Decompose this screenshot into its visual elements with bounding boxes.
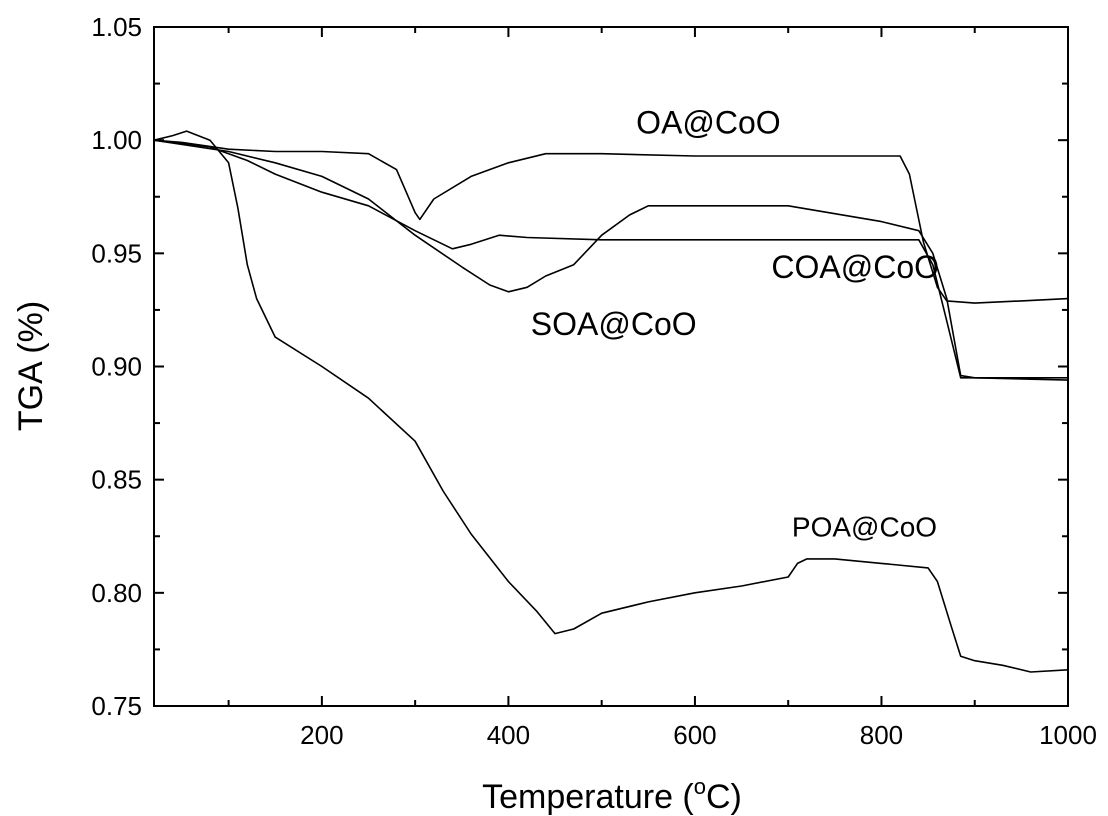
x-axis-title-superscript: o <box>694 774 706 799</box>
tick-labels: 200 400 600 800 1000 0.75 0.80 0.85 0.90 0.95 1.00… <box>91 12 1097 750</box>
y-tick-label: 1.00 <box>91 125 142 155</box>
y-axis-title: TGA (%) <box>12 301 50 431</box>
series-label-coa-at-coo: COA@CoO <box>771 249 939 285</box>
y-tick-label: 0.75 <box>91 691 142 721</box>
y-tick-label: 0.95 <box>91 238 142 268</box>
plot-area <box>153 26 1069 707</box>
series-label-soa-at-coo: SOA@CoO <box>531 306 697 342</box>
series-label-poa-at-coo: POA@CoO <box>792 511 937 542</box>
x-axis-title-unit: C) <box>706 778 742 816</box>
series-line-oa-at-coo <box>153 139 1069 304</box>
axis-ticks <box>154 26 1069 707</box>
y-tick-label: 1.05 <box>91 12 142 42</box>
x-tick-label: 200 <box>300 720 343 750</box>
series-label-oa-at-coo: OA@CoO <box>636 104 781 140</box>
y-tick-label: 0.85 <box>91 465 142 495</box>
series-lines <box>153 130 1069 673</box>
series-line-poa-at-coo <box>153 130 1069 673</box>
series-line-coa-at-coo <box>153 139 1068 379</box>
plot-border <box>153 26 1069 707</box>
x-tick-label: 600 <box>673 720 716 750</box>
x-axis-title: Temperature (oC) <box>482 774 742 816</box>
x-axis-title-text: Temperature ( <box>482 778 694 816</box>
x-tick-label: 400 <box>487 720 530 750</box>
series-line-soa-at-coo <box>153 139 1069 381</box>
x-tick-label: 1000 <box>1039 720 1097 750</box>
y-tick-label: 0.90 <box>91 352 142 382</box>
series-labels: OA@CoO COA@CoO SOA@CoO POA@CoO <box>531 104 939 542</box>
y-tick-label: 0.80 <box>91 578 142 608</box>
x-tick-label: 800 <box>860 720 903 750</box>
